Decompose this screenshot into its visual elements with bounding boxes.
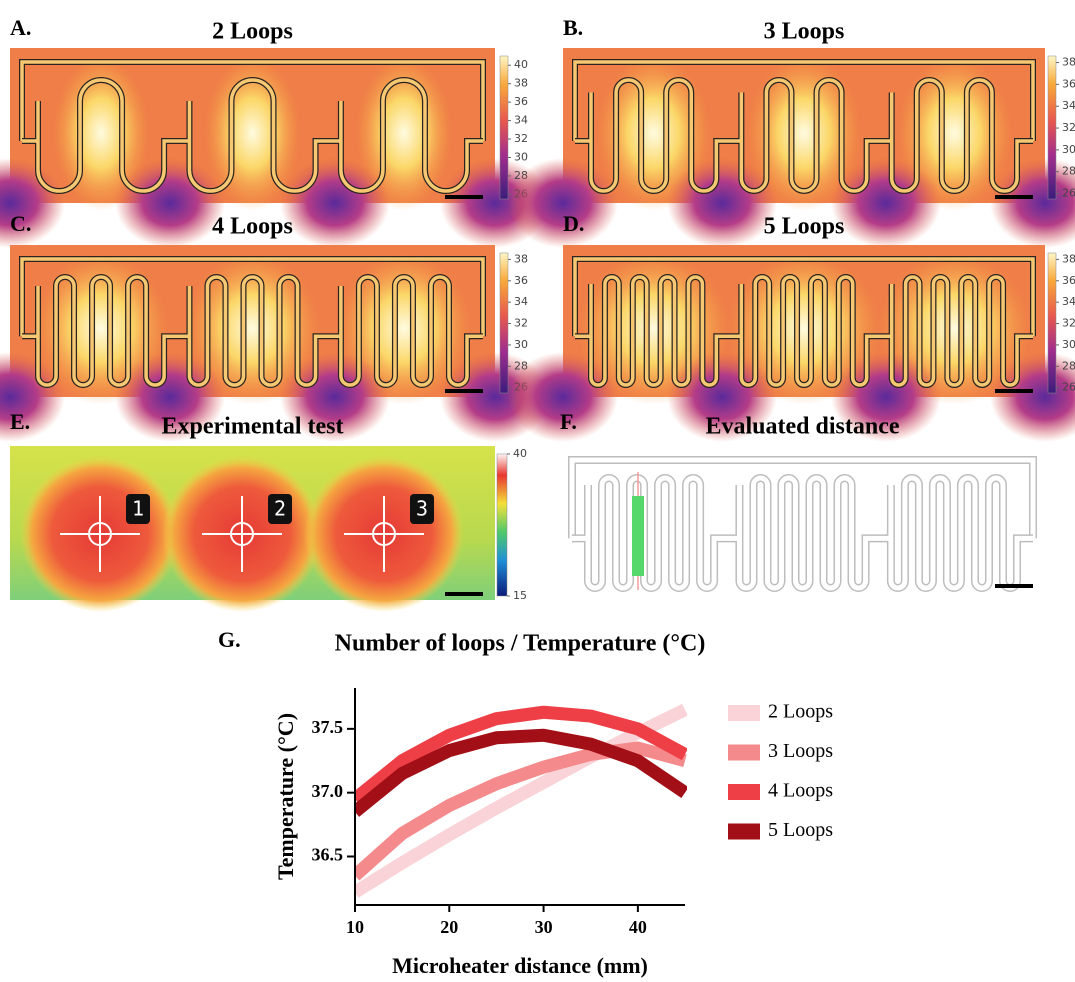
scale-bar	[445, 592, 483, 596]
colorbar-tick-label: 28	[1062, 359, 1075, 372]
colorbar-tick-label: 40	[514, 58, 528, 71]
colorbar-tick-label: 26	[1062, 187, 1075, 200]
scale-bar	[995, 584, 1033, 588]
panel-image	[0, 245, 550, 442]
panel-title: 4 Loops	[212, 214, 293, 240]
colorbar-tick-label: 32	[514, 317, 528, 330]
colorbar	[500, 56, 508, 199]
colorbar	[500, 253, 508, 393]
colorbar-tick-label: 30	[1062, 338, 1075, 351]
panel-title: 2 Loops	[212, 19, 293, 45]
x-tick-label: 40	[629, 917, 647, 937]
marker-label: 1	[132, 497, 144, 521]
legend-label: 2 Loops	[768, 701, 833, 723]
panel-label: E.	[10, 409, 30, 434]
chart-title: Number of loops / Temperature (°C)	[335, 631, 706, 657]
panel-title: 3 Loops	[764, 19, 845, 45]
legend-label: 3 Loops	[768, 740, 833, 762]
colorbar-tick-label: 26	[1062, 381, 1075, 394]
colorbar-tick-label: 34	[514, 295, 528, 308]
colorbar-tick-label: 34	[1062, 295, 1075, 308]
marker-label: 2	[274, 497, 286, 521]
colorbar-tick-label: 30	[514, 338, 528, 351]
figure: A.2 Loops2628303234363840B.3 Loops262830…	[0, 0, 1075, 982]
scale-bar	[445, 389, 483, 393]
cold-region	[115, 158, 225, 248]
panel-image	[572, 460, 1033, 590]
colorbar-tick-label: 30	[514, 150, 528, 163]
colorbar-tick-label: 34	[1062, 99, 1075, 112]
colorbar-tick-label: 34	[514, 114, 528, 127]
scale-bar	[445, 195, 483, 199]
panel-image	[508, 245, 1075, 442]
panel-label: B.	[563, 15, 583, 40]
colorbar-tick-label: 30	[1062, 143, 1075, 156]
cold-region	[667, 158, 777, 248]
panel-label: F.	[560, 409, 577, 434]
colorbar-tick-label: 32	[514, 132, 528, 145]
colorbar-tick-label: 38	[1062, 252, 1075, 265]
marker-label: 3	[416, 497, 428, 521]
colorbar-tick-label: 38	[514, 252, 528, 265]
x-axis-label: Microheater distance (mm)	[392, 953, 648, 978]
x-tick-label: 20	[440, 917, 458, 937]
colorbar	[497, 454, 507, 596]
panel-label: D.	[563, 211, 584, 236]
panel-image: 1 2 3	[10, 446, 495, 612]
panel-label: A.	[10, 15, 31, 40]
evaluated-region	[632, 496, 644, 576]
colorbar-tick-label: 36	[514, 95, 528, 108]
scale-bar	[995, 389, 1033, 393]
panel-label: C.	[10, 211, 31, 236]
scale-bar	[995, 195, 1033, 199]
colorbar-tick-label: 36	[1062, 77, 1075, 90]
legend-swatch	[728, 824, 760, 840]
y-tick-label: 37.5	[312, 717, 344, 737]
panel-title: 5 Loops	[764, 214, 845, 240]
colorbar-tick-label: 40	[513, 447, 527, 460]
legend-swatch	[728, 784, 760, 800]
panel-title: Experimental test	[162, 414, 344, 440]
colorbar-tick-label: 36	[1062, 274, 1075, 287]
colorbar	[1048, 56, 1056, 199]
colorbar-tick-label: 15	[513, 589, 527, 602]
colorbar-tick-label: 38	[1062, 56, 1075, 69]
legend-swatch	[728, 745, 760, 761]
x-tick-label: 10	[346, 917, 364, 937]
y-axis-label: Temperature (°C)	[273, 713, 298, 880]
y-tick-label: 36.5	[312, 845, 344, 865]
cold-region	[280, 158, 390, 248]
x-tick-label: 30	[535, 917, 553, 937]
colorbar-tick-label: 32	[1062, 121, 1075, 134]
colorbar-tick-label: 38	[514, 77, 528, 90]
y-tick-label: 37.0	[312, 781, 344, 801]
colorbar-tick-label: 28	[1062, 165, 1075, 178]
colorbar-tick-label: 36	[514, 274, 528, 287]
legend-swatch	[728, 705, 760, 721]
chart-label: G.	[218, 627, 241, 652]
legend-label: 4 Loops	[768, 780, 833, 802]
colorbar-tick-label: 32	[1062, 317, 1075, 330]
cold-region	[831, 158, 941, 248]
legend-label: 5 Loops	[768, 819, 833, 841]
panel-title: Evaluated distance	[705, 414, 899, 440]
colorbar	[1048, 253, 1056, 393]
